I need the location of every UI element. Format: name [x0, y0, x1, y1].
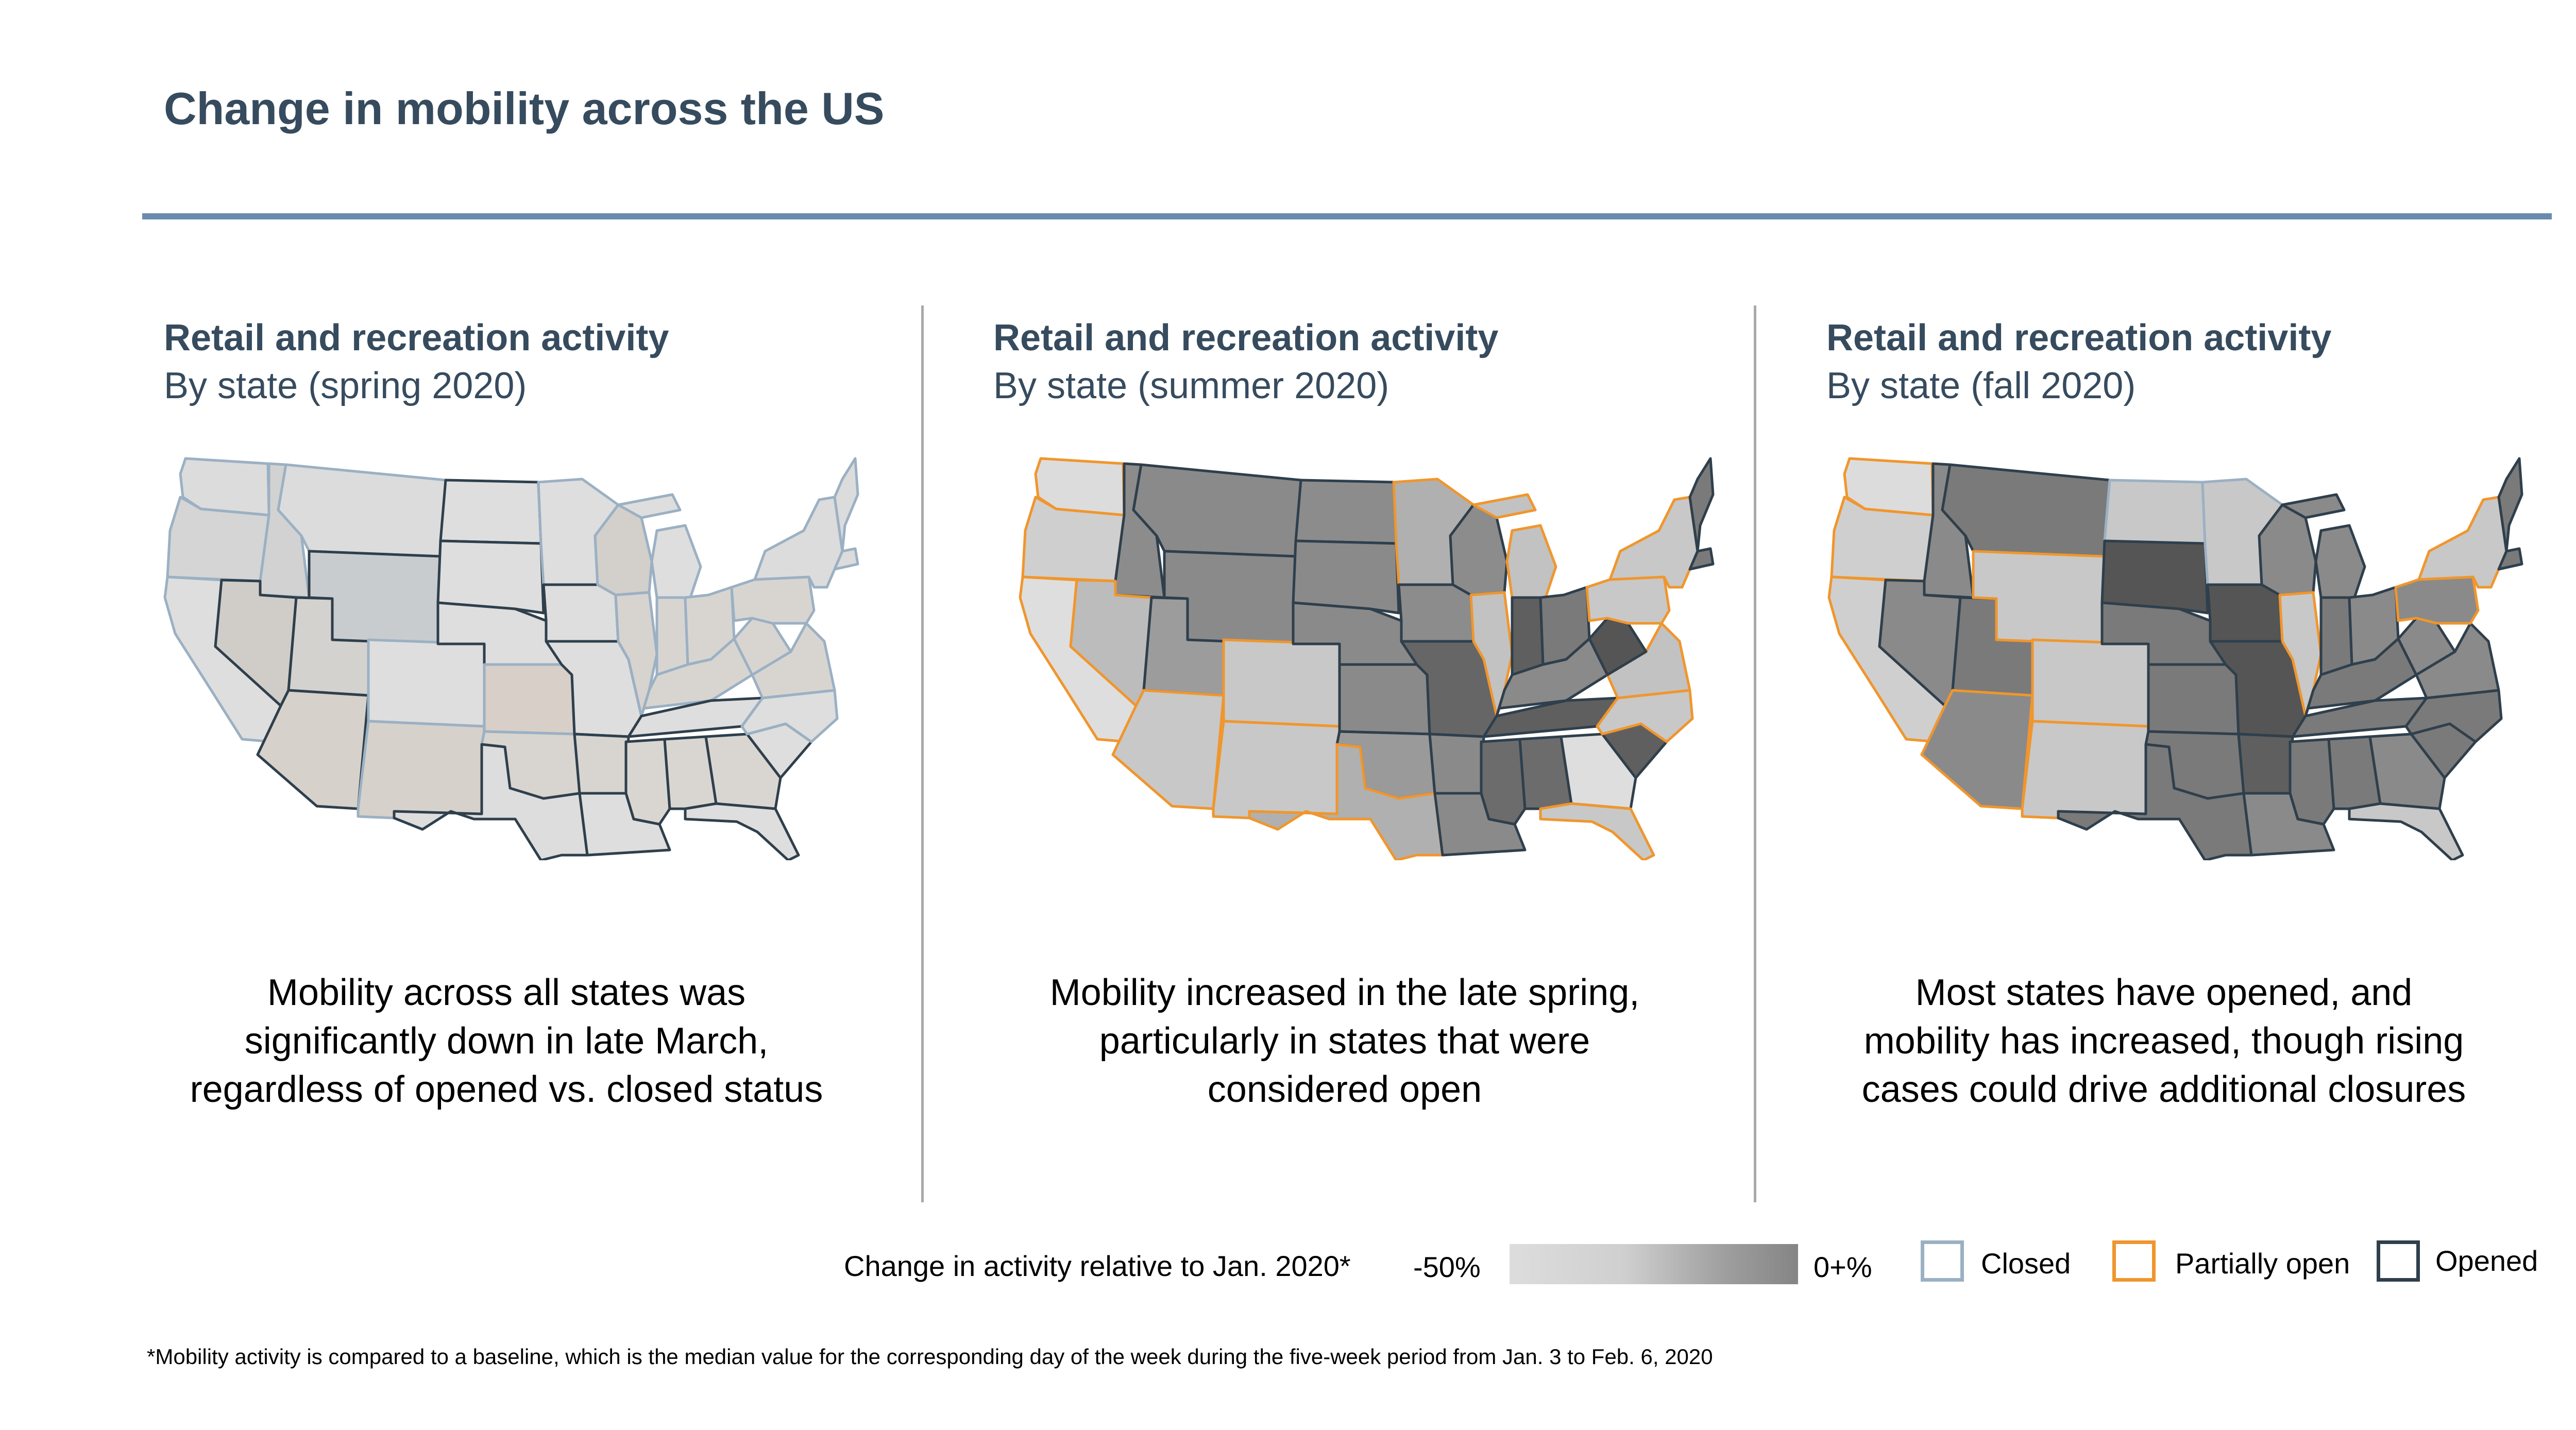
state-pa — [2394, 575, 2480, 625]
panel-subheading: By state (spring 2020) — [164, 365, 527, 406]
panel-subheading: By state (summer 2020) — [993, 365, 1389, 406]
state-ms — [624, 738, 671, 826]
state-co — [1222, 638, 1341, 728]
legend-scale-max: 0+% — [1814, 1251, 1872, 1283]
us-map-spring — [163, 457, 859, 860]
state-pa — [1585, 575, 1671, 625]
legend-gradient-bar — [1510, 1244, 1798, 1284]
state-in — [655, 596, 689, 676]
legend-swatch-opened — [2377, 1240, 2420, 1282]
state-ky — [2304, 637, 2418, 718]
legend-swatch-closed — [1921, 1240, 1964, 1282]
state-wv — [733, 617, 792, 676]
panel-caption: Most states have opened, and mobility ha… — [1861, 972, 2466, 1110]
state-ks — [483, 663, 576, 736]
panel-subheading: By state (fall 2020) — [1826, 365, 2136, 406]
state-ga — [2368, 733, 2446, 810]
state-fl — [1539, 802, 1655, 860]
legend-label-opened: Opened — [2435, 1245, 2538, 1277]
legend-scale-title: Change in activity relative to Jan. 2020… — [844, 1250, 1351, 1282]
state-ar — [573, 733, 630, 795]
state-ms — [1480, 738, 1527, 826]
legend-swatch-partially-open — [2112, 1240, 2156, 1282]
panel-caption: Mobility increased in the late spring, p… — [1049, 972, 1640, 1110]
page-title: Change in mobility across the US — [164, 83, 885, 134]
state-ne-states — [2497, 457, 2523, 571]
state-ny — [753, 496, 844, 589]
state-ne-states — [1688, 457, 1715, 571]
panel-divider-1 — [921, 305, 924, 1202]
state-ky — [1495, 637, 1609, 718]
state-ks — [2147, 663, 2240, 736]
state-wv — [1588, 617, 1648, 676]
state-wv — [2397, 617, 2456, 676]
state-ny — [1608, 496, 1699, 589]
state-ne-states — [833, 457, 859, 571]
state-ms — [2289, 738, 2335, 826]
state-ny — [2417, 496, 2508, 589]
state-ar — [2237, 733, 2294, 795]
us-map-summer — [1019, 457, 1715, 860]
panel-heading: Retail and recreation activity — [164, 317, 669, 359]
state-ar — [1428, 733, 1485, 795]
state-nd — [1294, 479, 1398, 545]
state-ky — [640, 637, 754, 718]
state-nm — [357, 720, 486, 820]
state-nm — [1212, 720, 1341, 820]
panel-divider-2 — [1754, 305, 1756, 1202]
state-in — [1511, 596, 1545, 676]
panel-caption: Mobility across all states was significa… — [190, 972, 823, 1110]
state-ks — [1338, 663, 1431, 736]
state-co — [367, 638, 486, 728]
legend-label-closed: Closed — [1981, 1247, 2071, 1280]
footnote: *Mobility activity is compared to a base… — [147, 1344, 1713, 1369]
legend-scale-min: -50% — [1413, 1251, 1481, 1283]
state-in — [2319, 596, 2353, 676]
title-divider — [142, 213, 2552, 219]
state-ga — [704, 733, 782, 810]
state-ga — [1560, 733, 1637, 810]
state-ia — [1397, 583, 1475, 643]
state-pa — [730, 575, 816, 625]
us-map-fall — [1827, 457, 2523, 860]
state-sd — [436, 539, 545, 615]
state-tx — [393, 743, 589, 860]
state-nd — [439, 479, 543, 545]
state-ia — [2206, 583, 2284, 643]
state-nm — [2021, 720, 2150, 820]
state-tx — [2057, 743, 2253, 860]
state-sd — [1292, 539, 1400, 615]
legend-label-partially-open: Partially open — [2175, 1247, 2350, 1280]
state-co — [2031, 638, 2150, 728]
state-tx — [1248, 743, 1444, 860]
state-sd — [2100, 539, 2209, 615]
panel-heading: Retail and recreation activity — [1826, 317, 2332, 359]
panel-heading: Retail and recreation activity — [993, 317, 1499, 359]
state-fl — [684, 802, 800, 860]
state-ia — [542, 583, 620, 643]
state-fl — [2348, 802, 2464, 860]
state-nd — [2103, 479, 2207, 545]
